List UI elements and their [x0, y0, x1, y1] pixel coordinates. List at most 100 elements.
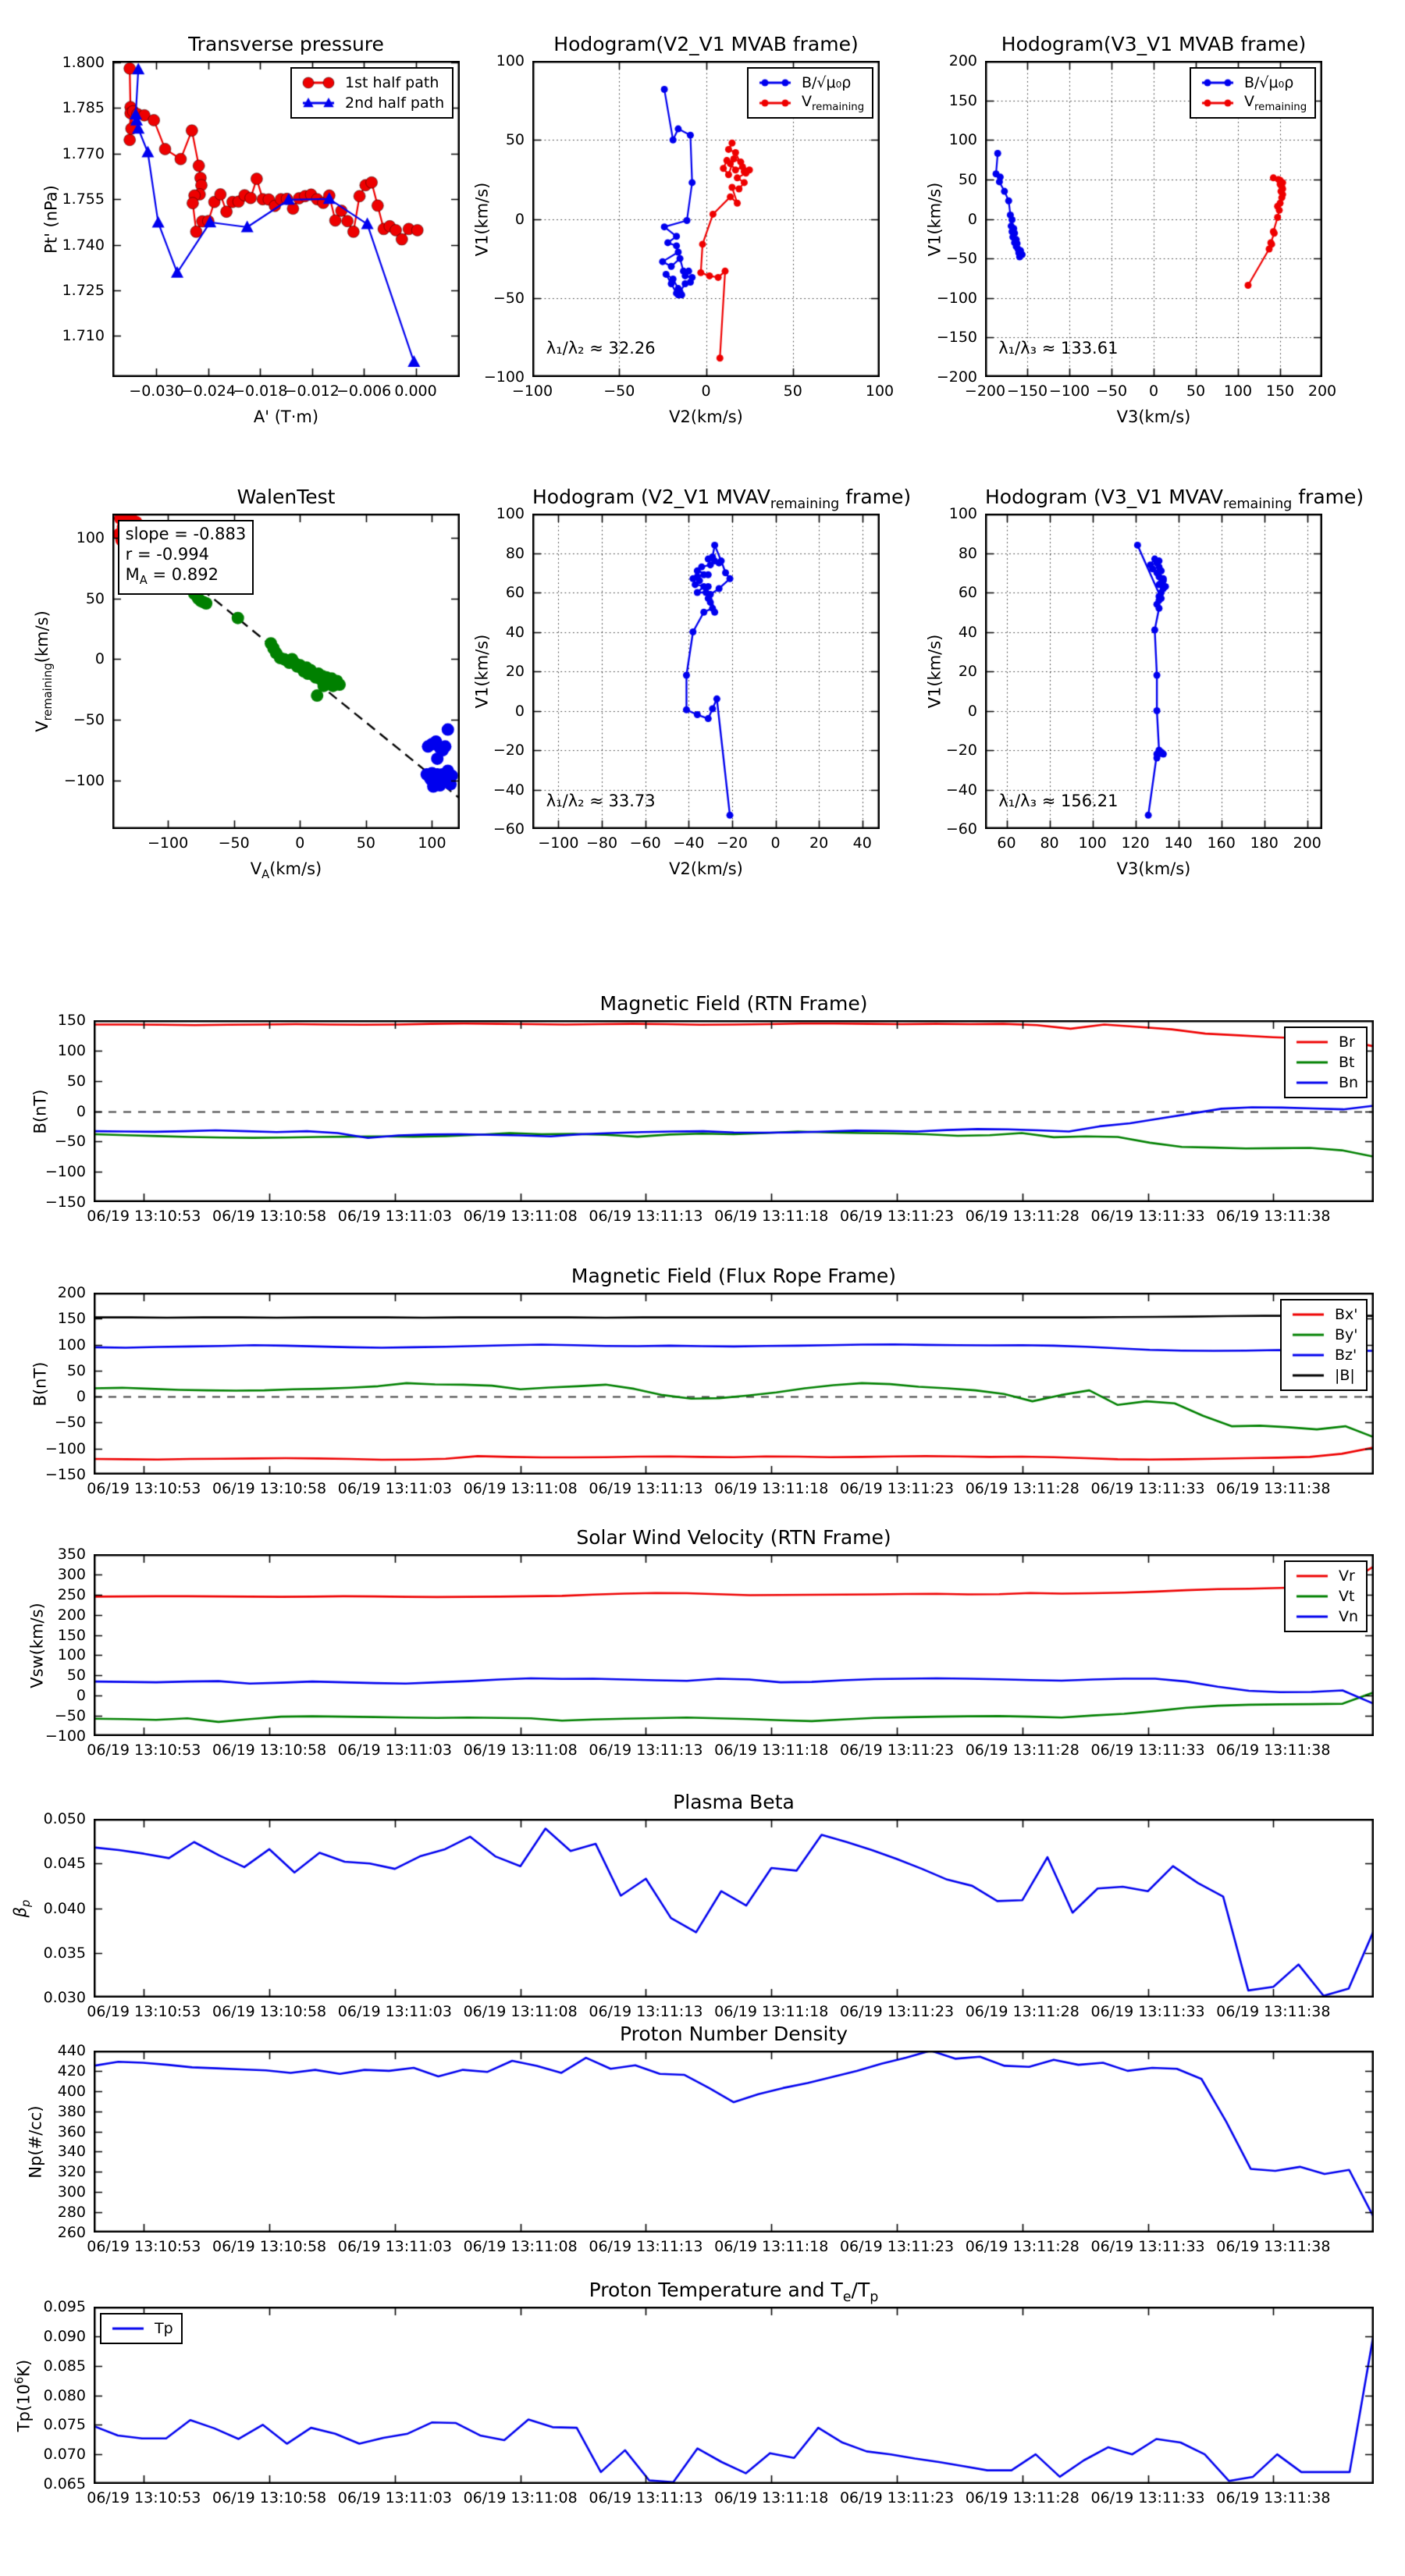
y-axis-label: Tp(106K): [12, 2359, 34, 2432]
y-tick-label: 80: [505, 544, 525, 562]
y-axis-label: Pt' (nPa): [41, 184, 61, 254]
x-tick-label: 06/19 13:11:33: [1090, 2003, 1205, 2020]
x-tick-label: 06/19 13:10:58: [212, 2489, 327, 2507]
legend-sample-dot: [756, 76, 794, 90]
y-tick-label: 100: [57, 1336, 86, 1354]
y-tick-label: −40: [945, 781, 977, 799]
legend-item: B/√μ₀ρ: [756, 73, 864, 93]
x-tick-label: 06/19 13:11:38: [1216, 2003, 1331, 2020]
y-tick-label: −20: [945, 742, 977, 759]
chart-title: Transverse pressure: [188, 33, 384, 55]
x-axis-label: VA(km/s): [250, 859, 322, 882]
legend-item: Br: [1293, 1032, 1358, 1052]
x-tick-label: 06/19 13:11:28: [965, 2238, 1080, 2255]
y-tick-label: 0.050: [43, 1810, 86, 1827]
y-axis-label: βp: [10, 1899, 34, 1917]
y-tick-label: 40: [958, 623, 977, 641]
chart-title: Proton Number Density: [620, 2023, 848, 2045]
x-tick-label: −0.012: [284, 382, 340, 400]
x-tick-label: −50: [603, 382, 635, 400]
x-tick-label: 100: [1078, 834, 1107, 852]
x-tick-label: −50: [218, 834, 250, 852]
x-tick-label: 06/19 13:11:13: [589, 1480, 703, 1497]
x-tick-label: 100: [418, 834, 446, 852]
x-tick-label: 0: [1148, 382, 1159, 400]
x-tick-label: 06/19 13:11:08: [463, 2238, 578, 2255]
legend-item: 1st half path: [300, 73, 444, 93]
legend-item: Bt: [1293, 1052, 1358, 1073]
chart-title: WalenTest: [237, 486, 336, 508]
x-tick-label: 0.000: [394, 382, 437, 400]
x-tick-label: 80: [1040, 834, 1059, 852]
x-tick-label: 50: [783, 382, 802, 400]
x-tick-label: −0.030: [129, 382, 184, 400]
y-tick-label: 200: [948, 52, 977, 69]
legend-item: Vn: [1293, 1606, 1358, 1627]
legend-sample-dot: [1199, 96, 1236, 110]
y-tick-label: 0.085: [43, 2357, 86, 2375]
legend-item: B/√μ₀ρ: [1199, 73, 1307, 93]
legend-label: Tp: [155, 2320, 173, 2337]
y-axis-label: V1(km/s): [472, 634, 492, 709]
hodogram-v2v1-mvav-canvas: [532, 514, 880, 829]
legend-label: Vr: [1339, 1567, 1355, 1585]
x-tick-label: 06/19 13:11:08: [463, 1742, 578, 1759]
x-tick-label: 06/19 13:11:23: [839, 2489, 955, 2507]
y-tick-label: 50: [85, 589, 105, 607]
chart-title: Solar Wind Velocity (RTN Frame): [576, 1526, 891, 1549]
y-axis-label: V1(km/s): [925, 182, 944, 256]
y-tick-label: −150: [44, 1466, 86, 1483]
x-tick-label: −100: [538, 834, 579, 852]
y-tick-label: 0.035: [43, 1944, 86, 1962]
legend-sample-line: [1293, 1055, 1331, 1069]
x-tick-label: 100: [1223, 382, 1253, 400]
lambda-annotation: λ₁/λ₂ ≈ 32.26: [546, 339, 656, 358]
legend-label: B/√μ₀ρ: [802, 74, 852, 91]
y-tick-label: 1.725: [62, 282, 105, 299]
y-tick-label: 300: [57, 2183, 86, 2201]
x-tick-label: 06/19 13:11:18: [714, 2238, 829, 2255]
x-tick-label: 06/19 13:10:58: [212, 2003, 327, 2020]
x-tick-label: −0.018: [233, 382, 288, 400]
plasma-beta-canvas: [94, 1819, 1374, 1998]
legend-label: Bx': [1335, 1306, 1358, 1323]
y-tick-label: −50: [54, 1133, 86, 1151]
y-tick-label: 250: [57, 1585, 86, 1603]
x-tick-label: 06/19 13:10:58: [212, 1208, 327, 1225]
x-axis-label: V3(km/s): [1116, 407, 1191, 426]
y-tick-label: −50: [54, 1414, 86, 1432]
y-tick-label: 280: [57, 2204, 86, 2222]
x-tick-label: 160: [1207, 834, 1236, 852]
x-tick-label: −20: [716, 834, 748, 852]
y-tick-label: 350: [57, 1546, 86, 1563]
x-tick-label: 06/19 13:11:08: [463, 2489, 578, 2507]
legend-label: B/√μ₀ρ: [1244, 74, 1294, 91]
legend: Bx' By' Bz' |B|: [1280, 1299, 1368, 1391]
y-tick-label: −100: [483, 368, 525, 386]
x-tick-label: 200: [1307, 382, 1337, 400]
x-tick-label: 06/19 13:11:03: [337, 1208, 452, 1225]
y-tick-label: 420: [57, 2062, 86, 2080]
y-tick-label: −60: [493, 820, 525, 838]
x-tick-label: 06/19 13:11:33: [1090, 1742, 1205, 1759]
y-tick-label: −150: [936, 329, 977, 347]
x-tick-label: 40: [852, 834, 872, 852]
y-tick-label: 100: [948, 505, 977, 522]
y-tick-label: 1.770: [62, 144, 105, 162]
y-tick-label: 100: [948, 131, 977, 149]
legend-label: Vremaining: [1244, 93, 1307, 113]
x-tick-label: 200: [1293, 834, 1321, 852]
y-tick-label: 0.080: [43, 2386, 86, 2404]
x-tick-label: 06/19 13:11:03: [337, 1480, 452, 1497]
chart-title: Proton Temperature and Te/Tp: [589, 2279, 879, 2305]
x-tick-label: 06/19 13:11:28: [965, 1742, 1080, 1759]
x-tick-label: −0.024: [180, 382, 237, 400]
x-tick-label: 150: [1265, 382, 1295, 400]
legend-item: Vr: [1293, 1566, 1358, 1586]
legend: Tp: [100, 2313, 183, 2344]
y-axis-label: Vremaining(km/s): [32, 610, 55, 732]
y-tick-label: 400: [57, 2082, 86, 2100]
x-tick-label: 06/19 13:10:58: [212, 1742, 327, 1759]
proton-number-density-canvas: [94, 2051, 1374, 2233]
